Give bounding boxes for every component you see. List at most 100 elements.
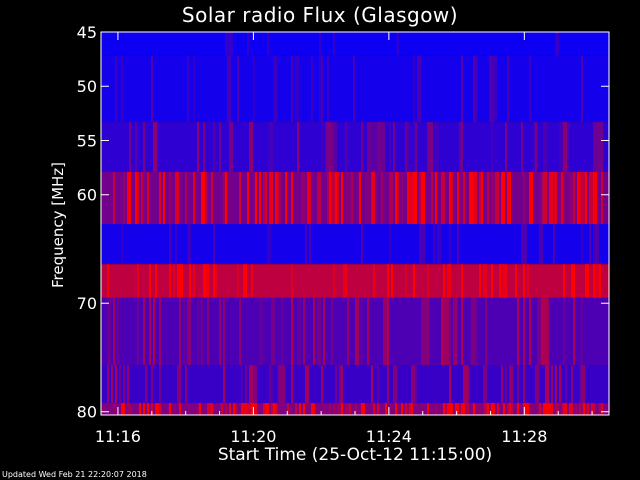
band-3-column <box>357 171 359 225</box>
band-7-column <box>555 365 557 404</box>
band-6-column <box>485 297 487 366</box>
band-5-column <box>251 264 253 298</box>
band-1-column <box>291 55 293 123</box>
band-3-column <box>569 171 571 225</box>
band-3-column <box>137 171 139 225</box>
band-7-column <box>571 365 573 404</box>
band-3-column <box>317 171 321 225</box>
band-2-column <box>491 122 493 172</box>
band-3-column <box>335 171 337 225</box>
band-6-column <box>323 297 325 366</box>
band-8-column <box>429 403 431 415</box>
band-8-column <box>583 403 585 415</box>
band-8-column <box>443 403 445 415</box>
band-0-column <box>225 32 229 56</box>
band-6-column <box>563 297 565 366</box>
band-3-column <box>307 171 309 225</box>
band-4-column <box>433 224 435 265</box>
band-5-column <box>515 264 517 298</box>
band-5-column <box>237 264 239 298</box>
band-6-column <box>197 297 199 366</box>
band-3-column <box>327 171 329 225</box>
band-7-column <box>535 365 539 404</box>
band-5-column <box>179 264 181 298</box>
band-2-column <box>597 122 601 172</box>
band-6-column <box>449 297 451 366</box>
band-8-column <box>587 403 589 415</box>
updated-timestamp: Updated Wed Feb 21 22:20:07 2018 <box>2 470 147 479</box>
band-6-column <box>355 297 357 366</box>
band-8-column <box>421 403 423 415</box>
band-2-column <box>143 122 145 172</box>
band-7-column <box>223 365 225 404</box>
band-3-column <box>159 171 161 225</box>
band-2-column <box>415 122 417 172</box>
band-8-column <box>471 403 473 415</box>
band-8-column <box>349 403 351 415</box>
band-8-column <box>461 403 463 415</box>
band-5-column <box>243 264 247 298</box>
band-6-column <box>331 297 333 366</box>
band-3-column <box>481 171 483 225</box>
band-7-column <box>415 365 417 404</box>
band-5-column <box>193 264 195 298</box>
band-6-column <box>313 297 315 366</box>
band-3-column <box>351 171 353 225</box>
band-5-column <box>563 264 565 298</box>
band-7-column <box>177 365 181 404</box>
y-tick-label: 80 <box>77 403 97 422</box>
band-3-column <box>345 171 349 225</box>
band-4-column <box>309 224 311 265</box>
band-4-column <box>449 224 451 265</box>
y-axis-label: Frequency [MHz] <box>49 161 67 289</box>
band-5-column <box>405 264 407 298</box>
band-3-column <box>589 171 593 225</box>
band-2-column <box>269 122 273 172</box>
band-7-column <box>271 365 273 404</box>
band-3-column <box>601 171 603 225</box>
band-1-column <box>507 55 509 123</box>
band-3-column <box>389 171 393 225</box>
band-4-column <box>581 224 583 265</box>
y-tick-label: 60 <box>77 186 97 205</box>
band-7-column <box>339 365 341 404</box>
band-7-column <box>371 365 373 404</box>
band-3-column <box>579 171 581 225</box>
band-8-column <box>243 403 247 415</box>
band-1-column <box>319 55 321 123</box>
band-7-column <box>581 365 585 404</box>
band-4-column <box>419 224 421 265</box>
band-2-column <box>333 122 335 172</box>
band-8-column <box>483 403 485 415</box>
band-8-column <box>543 403 547 415</box>
band-8-column <box>537 403 539 415</box>
band-7-column <box>341 365 343 404</box>
band-7-column <box>253 365 257 404</box>
band-5-column <box>501 264 503 298</box>
band-8-column <box>345 403 349 415</box>
band-3-column <box>381 171 383 225</box>
band-8-column <box>287 403 289 415</box>
band-6-column <box>427 297 429 366</box>
band-5-column <box>181 264 183 298</box>
band-8-column <box>121 403 125 415</box>
band-3-column <box>549 171 553 225</box>
band-5-column <box>523 264 525 298</box>
band-2-column <box>563 122 567 172</box>
band-1-column <box>493 55 495 123</box>
band-8-column <box>151 403 153 415</box>
band-2-column <box>593 122 597 172</box>
band-7-column <box>145 365 147 404</box>
band-2-column <box>407 122 409 172</box>
band-8-column <box>503 403 505 415</box>
band-6-column <box>357 297 359 366</box>
band-3-column <box>285 171 287 225</box>
band-1-column <box>121 55 123 123</box>
band-4-column <box>523 224 527 265</box>
band-8-column <box>129 403 131 415</box>
band-3-column <box>531 171 533 225</box>
band-4-column <box>539 224 543 265</box>
band-5-column <box>483 264 487 298</box>
band-1-column <box>193 55 195 123</box>
band-8-column <box>445 403 447 415</box>
